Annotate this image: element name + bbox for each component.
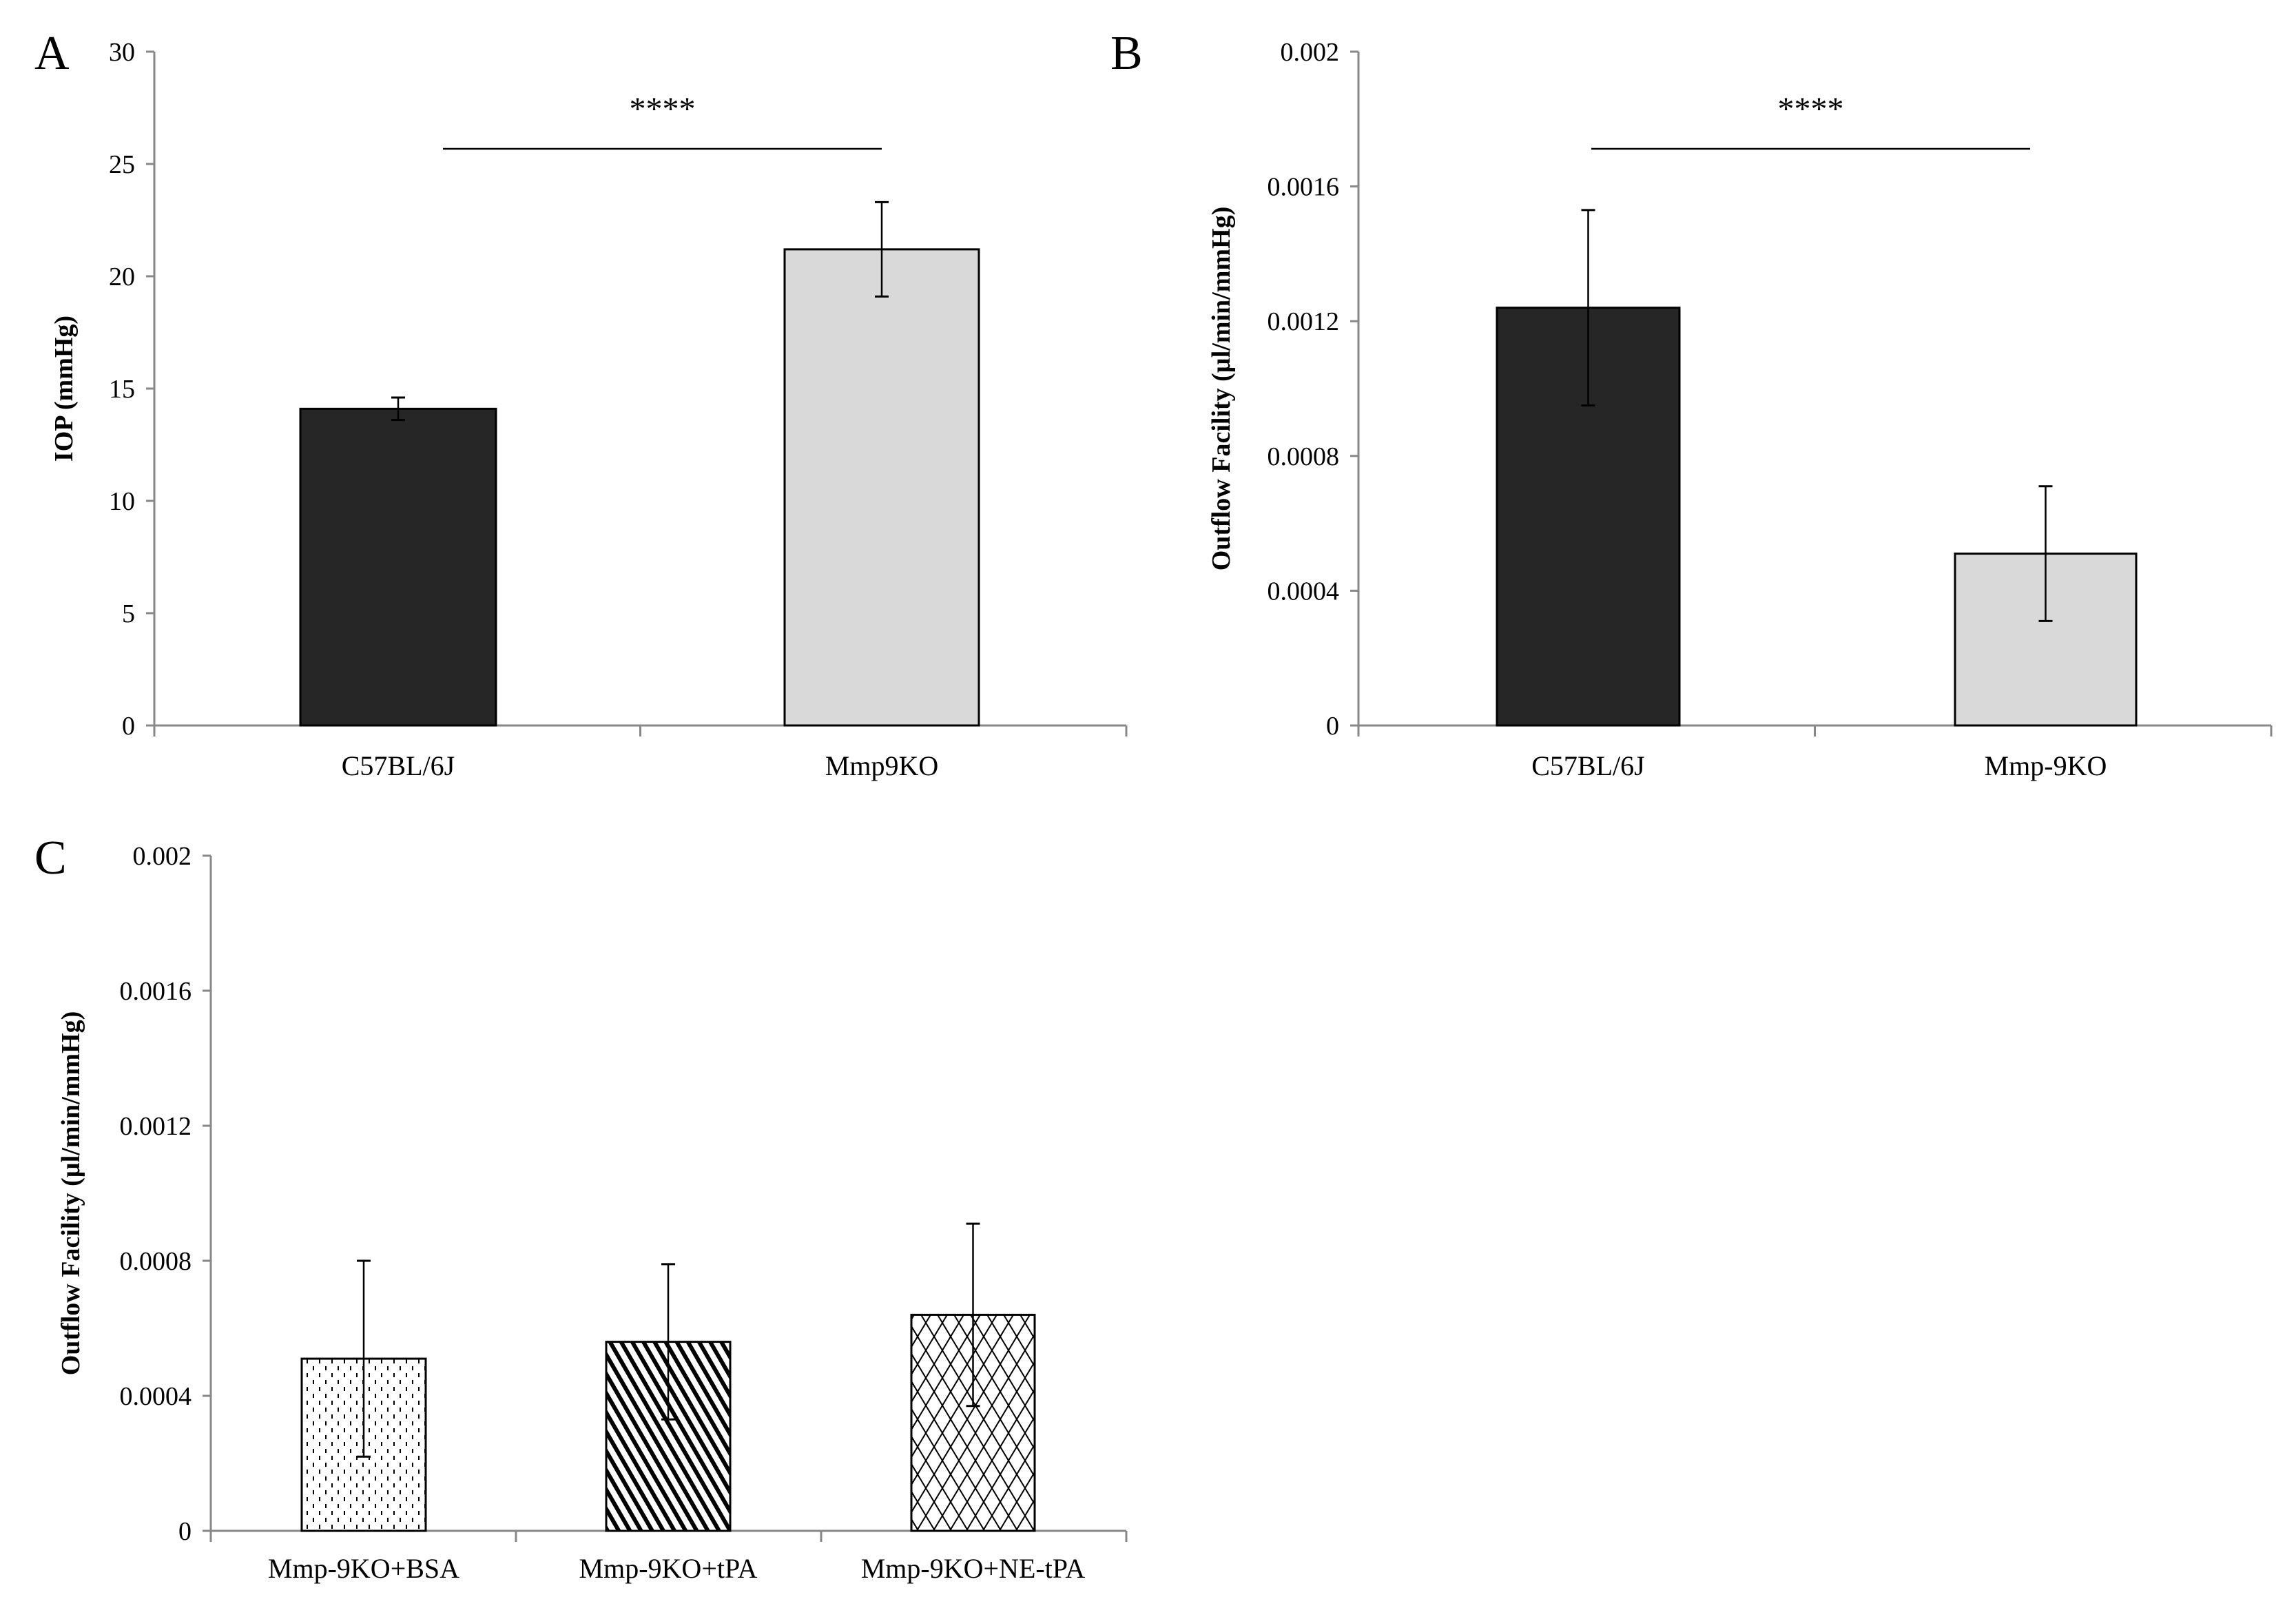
bar-mmp-9ko xyxy=(1954,553,2138,727)
y-axis-title: IOP (mmHg) xyxy=(50,316,79,462)
bar-c57bl-6j xyxy=(299,407,497,727)
chart-panel-b: B 0 0.0004 0.0008 0.0012 0.0016 0.002 Outflow F… xyxy=(1110,27,2273,781)
y-tick-label: 0.0008 xyxy=(120,1247,192,1276)
panel-label: B xyxy=(1110,27,1143,80)
y-tick-label: 0.0004 xyxy=(120,1382,192,1411)
y-axis-title: Outflow Facility (µl/min/mmHg) xyxy=(56,1011,85,1376)
bar-mmp9ko xyxy=(783,248,980,727)
y-tick-label: 0.0016 xyxy=(1268,173,1340,202)
chart-panel-c: C 0 0.0004 0.0008 0.0012 0.0016 0.002 Outflow F… xyxy=(34,832,1128,1584)
y-tick-label: 0 xyxy=(1326,712,1339,741)
x-category-label: Mmp-9KO+NE-tPA xyxy=(861,1553,1086,1584)
y-tick-label: 0.0008 xyxy=(1268,442,1340,471)
x-category-label: C57BL/6J xyxy=(342,750,455,781)
x-category-label: Mmp-9KO+tPA xyxy=(579,1553,758,1584)
x-category-label: Mmp-9KO+BSA xyxy=(268,1553,459,1584)
y-tick-label: 0.0012 xyxy=(120,1112,192,1141)
y-tick-label: 0.002 xyxy=(1281,38,1340,67)
x-category-label: C57BL/6J xyxy=(1531,750,1644,781)
x-category-label: Mmp-9KO xyxy=(1985,750,2107,781)
panel-label: A xyxy=(34,27,70,80)
y-tick-label: 0.0016 xyxy=(120,977,192,1006)
panel-label: C xyxy=(34,832,67,885)
y-tick-label: 25 xyxy=(109,150,135,179)
significance-stars: **** xyxy=(630,91,696,127)
y-tick-label: 0.0004 xyxy=(1268,577,1340,606)
y-tick-label: 0 xyxy=(178,1517,192,1546)
y-tick-label: 0.002 xyxy=(133,842,192,871)
y-tick-label: 20 xyxy=(109,262,135,291)
chart-panel-a: A 0 5 10 15 20 25 30 IOP (mmHg) C57BL/6J Mmp9KO ***… xyxy=(34,27,1128,781)
significance-stars: **** xyxy=(1778,91,1844,127)
y-tick-label: 15 xyxy=(109,375,135,404)
y-tick-label: 0.0012 xyxy=(1268,307,1340,336)
y-tick-label: 5 xyxy=(122,599,135,628)
x-category-label: Mmp9KO xyxy=(825,750,938,781)
y-tick-label: 30 xyxy=(109,38,135,67)
y-tick-label: 0 xyxy=(122,712,135,741)
y-axis-title: Outflow Facility (µl/min/mmHg) xyxy=(1207,207,1236,571)
y-tick-label: 10 xyxy=(109,487,135,516)
